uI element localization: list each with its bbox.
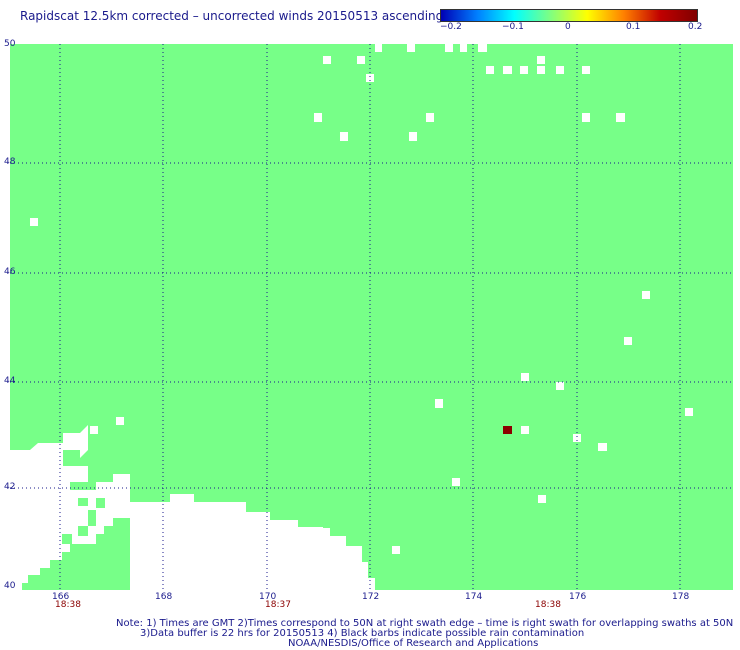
lon-label-176: 176 xyxy=(569,592,587,602)
no-data-cell xyxy=(556,66,564,74)
no-data-cell xyxy=(357,56,365,64)
data-cell xyxy=(96,498,105,508)
no-data-cell xyxy=(624,337,632,345)
lon-label-170: 170 xyxy=(259,592,277,602)
data-cell xyxy=(63,450,80,466)
no-data-cell xyxy=(435,399,443,408)
data-cell xyxy=(323,520,331,528)
no-data-cell xyxy=(30,218,38,226)
data-cell xyxy=(96,458,105,466)
no-data-cell xyxy=(116,417,124,425)
lat-label-40: 40 xyxy=(4,581,16,591)
no-data-cell xyxy=(521,373,529,381)
lon-label-166: 166 xyxy=(52,592,70,602)
no-data-region xyxy=(10,425,130,590)
no-data-cell xyxy=(616,113,625,122)
no-data-cell xyxy=(314,113,322,122)
time-label-1: 18:38 xyxy=(55,600,81,610)
graticule xyxy=(10,44,733,590)
lat-label-48: 48 xyxy=(4,157,16,167)
no-data-cell xyxy=(538,495,546,503)
no-data-cell xyxy=(503,66,512,74)
lat-label-42: 42 xyxy=(4,482,16,492)
lon-label-168: 168 xyxy=(155,592,173,602)
no-data-cell xyxy=(685,408,693,416)
colorbar-label-2: −0.1 xyxy=(502,22,524,32)
no-data-cell xyxy=(407,44,415,52)
lon-label-178: 178 xyxy=(672,592,690,602)
map-plot-area xyxy=(10,44,733,590)
no-data-cell xyxy=(445,44,453,52)
no-data-cell xyxy=(340,132,348,141)
no-data-cell xyxy=(537,56,545,64)
no-data-cell xyxy=(598,443,607,451)
colorbar-gradient xyxy=(440,9,698,22)
colorbar-label-4: 0.1 xyxy=(626,22,641,32)
no-data-cell xyxy=(426,113,434,122)
no-data-cell xyxy=(409,132,417,141)
note-line-1: Note: 1) Times are GMT 2)Times correspon… xyxy=(116,618,734,629)
data-cell xyxy=(88,510,96,526)
data-cell xyxy=(160,494,170,502)
colorbar-label-1: −0.2 xyxy=(440,22,462,32)
no-data-cell xyxy=(392,546,400,554)
no-data-cell xyxy=(521,426,529,434)
data-cell xyxy=(78,498,88,506)
no-data-cell xyxy=(366,74,374,82)
no-data-cells xyxy=(30,44,693,554)
time-label-3: 18:38 xyxy=(535,600,561,610)
data-cell xyxy=(70,482,88,490)
no-data-cell xyxy=(323,56,331,64)
wind-difference-cell-high xyxy=(503,426,512,434)
no-data-cell xyxy=(486,66,494,74)
no-data-cell xyxy=(582,66,590,74)
lon-label-172: 172 xyxy=(362,592,380,602)
lat-label-44: 44 xyxy=(4,376,16,386)
note-line-3: NOAA/NESDIS/Office of Research and Appli… xyxy=(288,638,539,649)
no-data-cell xyxy=(582,113,590,122)
no-data-region-bottom xyxy=(130,494,375,590)
colorbar-label-3: 0 xyxy=(565,22,571,32)
lat-label-50: 50 xyxy=(4,39,16,49)
no-data-cell xyxy=(573,434,581,442)
lon-label-174: 174 xyxy=(465,592,483,602)
data-cell xyxy=(194,494,203,502)
no-data-cell xyxy=(537,66,545,74)
data-cell xyxy=(78,526,88,536)
no-data-cell xyxy=(452,478,460,486)
no-data-cell xyxy=(520,66,528,74)
no-data-cell xyxy=(375,44,382,52)
data-cell xyxy=(62,534,72,544)
map-title: Rapidscat 12.5km corrected – uncorrected… xyxy=(20,9,444,23)
lat-label-46: 46 xyxy=(4,267,16,277)
no-data-cell xyxy=(90,426,98,434)
colorbar-label-5: 0.2 xyxy=(688,22,703,32)
no-data-cell xyxy=(556,382,564,390)
note-line-2: 3)Data buffer is 22 hrs for 20150513 4) … xyxy=(140,628,585,639)
no-data-cell xyxy=(478,44,487,52)
no-data-cell xyxy=(642,291,650,299)
no-data-cell xyxy=(460,44,467,52)
time-label-2: 18:37 xyxy=(265,600,291,610)
